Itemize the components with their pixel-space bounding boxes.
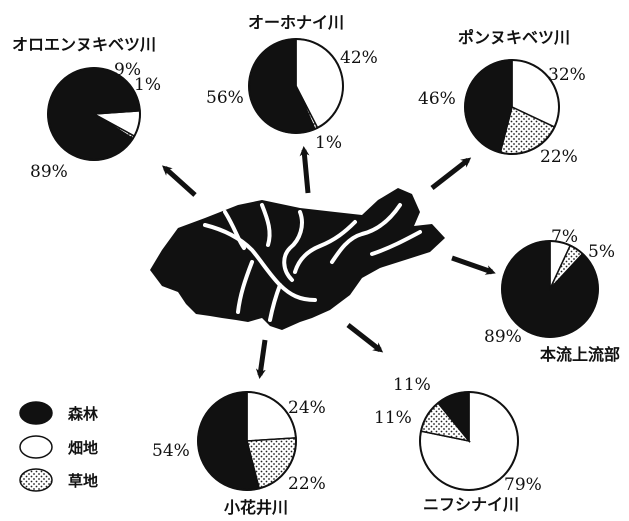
legend-label-grass: 草地 [68,472,98,490]
legend-item-forest: 森林 [19,401,99,425]
pie-oroen-label-field: 9% [114,60,141,80]
pie-nifushinai-title: ニフシナイ川 [423,495,519,514]
pie-pon-label-grass: 22% [540,147,578,167]
pie-charts: オロエンヌキベツ川89%9%1%オーホナイ川56%42%1%ポンヌキベツ川46%… [12,13,620,517]
watershed-map [150,188,445,330]
pie-honryu: 本流上流部 89% 7% 5% [484,227,620,364]
pie-honryu-label-forest: 89% [484,327,522,347]
arrow-oroen [162,165,197,197]
legend-swatch-grass [19,468,53,492]
pie-honryu-label-grass: 5% [588,242,615,262]
pie-ohonai-label-forest: 56% [206,88,244,108]
pie-oroen-title: オロエンヌキベツ川 [12,35,156,54]
pie-kohanai-outline [197,391,297,491]
pie-ohonai: オーホナイ川 56% 42% 1% [206,13,378,153]
legend-item-field: 畑地 [19,435,98,459]
legend-label-field: 畑地 [67,439,98,457]
pie-ohonai-label-grass: 1% [315,133,342,153]
pie-honryu-title: 本流上流部 [540,345,620,364]
pie-oroen: オロエンヌキベツ川 89% 9%1% [12,35,161,182]
pie-kohanai-label-grass: 22% [288,474,326,494]
arrow-ohonai [299,146,311,194]
pie-nifushinai-label-grass: 11% [374,408,412,428]
pie-oroen-label-grass: 1% [134,75,161,95]
legend-label-forest: 森林 [68,405,99,423]
watershed-shape [150,188,445,330]
pie-nifushinai-outline [419,391,519,491]
pie-kohanai-label-field: 24% [288,398,326,418]
pie-oroen-outline [47,67,141,161]
river-channels [203,203,422,322]
pie-pon-outline [464,59,560,155]
legend-swatch-field [19,435,53,459]
arrow-pon [430,157,472,190]
legend-item-grass: 草地 [19,468,98,492]
pie-kohanai-label-forest: 54% [152,441,190,461]
pie-nifushinai: ニフシナイ川 11% 79% 11% [374,375,542,514]
pie-nifushinai-label-forest: 11% [393,375,431,395]
pie-ohonai-label-field: 42% [340,48,378,68]
pie-pon: ポンヌキベツ川 46% 32% 22% [418,28,586,167]
arrow-kohanai [255,339,268,379]
pie-pon-label-field: 32% [548,65,586,85]
legend: 森林 畑地 草地 [19,401,99,492]
pie-honryu-label-field: 7% [551,227,578,247]
arrows [162,146,496,379]
arrow-nifushinai [346,323,384,353]
pie-oroen-label-forest: 89% [30,162,68,182]
pie-kohanai: 小花井川 54% 24% 22% [152,391,326,517]
pie-pon-title: ポンヌキベツ川 [458,28,570,47]
arrow-honryu [451,255,496,275]
pie-ohonai-outline [248,38,344,134]
pie-ohonai-title: オーホナイ川 [248,13,344,32]
pie-kohanai-title: 小花井川 [224,498,288,517]
pie-honryu-outline [501,240,599,338]
legend-swatch-forest [19,401,53,425]
pie-pon-label-forest: 46% [418,89,456,109]
pie-nifushinai-label-field: 79% [504,475,542,495]
